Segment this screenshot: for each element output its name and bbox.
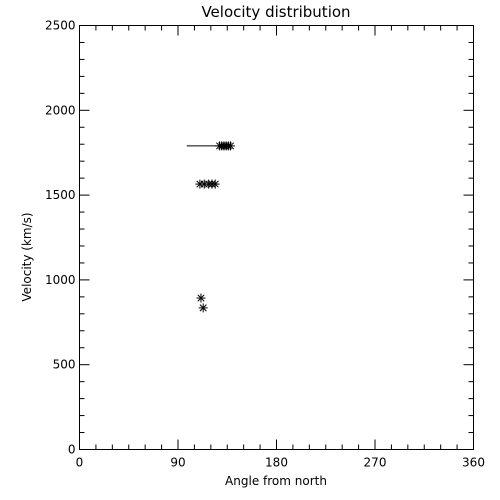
y-tick-label: 1500 [45, 188, 76, 202]
x-tick-label: 0 [76, 456, 84, 470]
axis-tick-labels: 0 90 180 270 360 0 500 1000 1500 2000 2500 [45, 19, 485, 470]
y-tick-label: 1000 [45, 273, 76, 287]
x-axis-label: Angle from north [225, 474, 327, 488]
data-point-asterisk [198, 303, 208, 313]
data-point-asterisk [196, 293, 206, 303]
x-tick-label: 270 [364, 456, 387, 470]
y-tick-label: 2500 [45, 19, 76, 33]
y-tick-label: 0 [68, 443, 76, 457]
data-point-asterisk [210, 179, 220, 189]
data-point-asterisk [226, 141, 236, 151]
y-tick-label: 2000 [45, 103, 76, 117]
chart-title: Velocity distribution [201, 3, 350, 21]
x-tick-label: 90 [170, 456, 185, 470]
data-points [195, 141, 236, 313]
axis-ticks [79, 25, 474, 450]
x-tick-label: 360 [462, 456, 485, 470]
y-tick-label: 500 [53, 358, 76, 372]
x-tick-label: 180 [265, 456, 288, 470]
plot-area-frame [79, 25, 474, 450]
y-axis-label: Velocity (km/s) [20, 212, 34, 301]
